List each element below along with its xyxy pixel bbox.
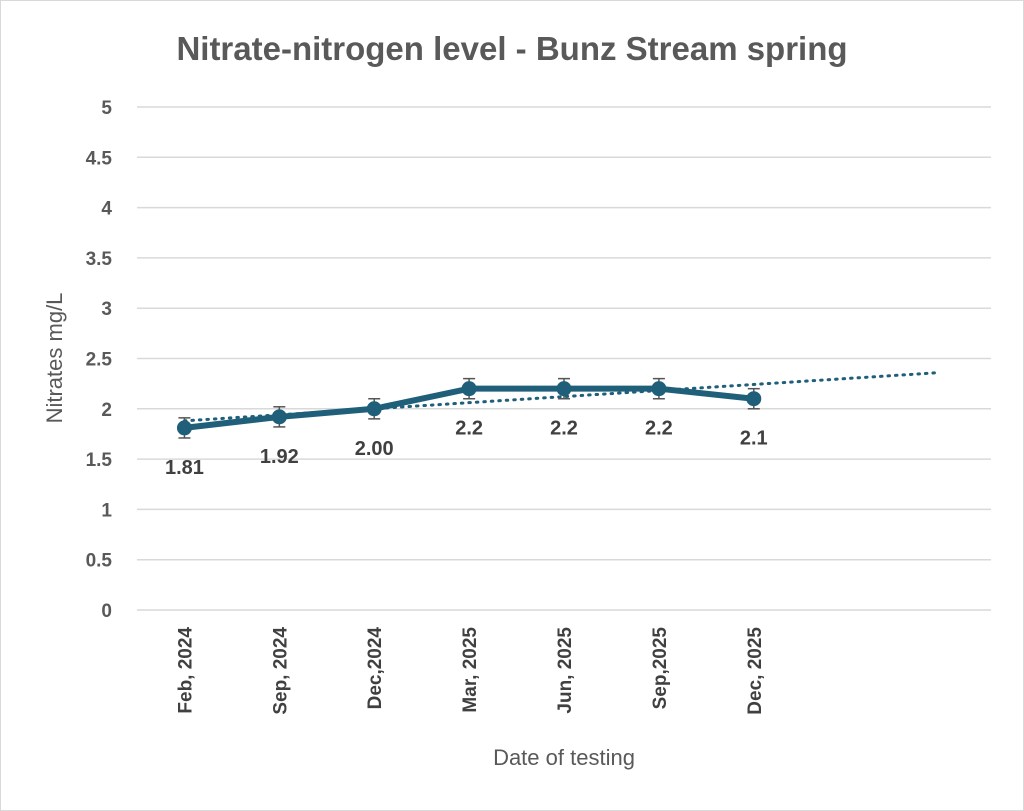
x-tick-label: Jun, 2025 [555, 627, 576, 714]
y-tick-labels: 0 0.5 1 1.5 2 2.5 3 3.5 4 4.5 5 [86, 98, 113, 622]
data-point [746, 391, 762, 407]
data-point [461, 381, 477, 397]
data-label: 2.2 [455, 418, 483, 440]
y-tick-label: 4.5 [86, 148, 113, 169]
y-tick-label: 0 [101, 601, 112, 622]
x-tick-label: Dec,2024 [365, 627, 386, 710]
data-label: 2.2 [550, 418, 578, 440]
x-tick-label: Sep, 2024 [270, 627, 291, 715]
y-tick-label: 1.5 [86, 450, 113, 471]
chart-title: Nitrate-nitrogen level - Bunz Stream spr… [176, 30, 847, 67]
data-label: 2.2 [645, 418, 673, 440]
x-tick-label: Dec, 2025 [745, 627, 766, 715]
x-axis-title: Date of testing [493, 745, 635, 770]
y-tick-label: 3.5 [86, 249, 113, 270]
data-labels: 1.81 1.92 2.00 2.2 2.2 2.2 2.1 [165, 418, 768, 479]
data-label: 2.00 [355, 438, 394, 460]
data-point [651, 381, 667, 397]
y-tick-label: 5 [101, 98, 112, 119]
y-axis-title: Nitrates mg/L [42, 293, 67, 424]
data-point [366, 401, 382, 417]
x-tick-label: Feb, 2024 [175, 627, 196, 714]
data-point [271, 409, 287, 425]
y-tick-label: 2.5 [86, 350, 113, 371]
x-tick-labels: Feb, 2024 Sep, 2024 Dec,2024 Mar, 2025 Jun, … [175, 627, 765, 715]
data-point [556, 381, 572, 397]
y-tick-label: 1 [101, 500, 112, 521]
data-label: 1.81 [165, 457, 204, 479]
y-tick-label: 3 [101, 299, 112, 320]
data-label: 2.1 [740, 428, 768, 450]
y-tick-label: 0.5 [86, 551, 113, 572]
x-tick-label: Mar, 2025 [460, 627, 481, 713]
y-tick-label: 4 [101, 199, 112, 220]
series-layer [176, 377, 762, 439]
gridlines [137, 106, 991, 611]
data-label: 1.92 [260, 446, 299, 468]
y-tick-label: 2 [101, 400, 112, 421]
x-tick-label: Sep,2025 [650, 627, 671, 710]
data-point [176, 420, 192, 436]
